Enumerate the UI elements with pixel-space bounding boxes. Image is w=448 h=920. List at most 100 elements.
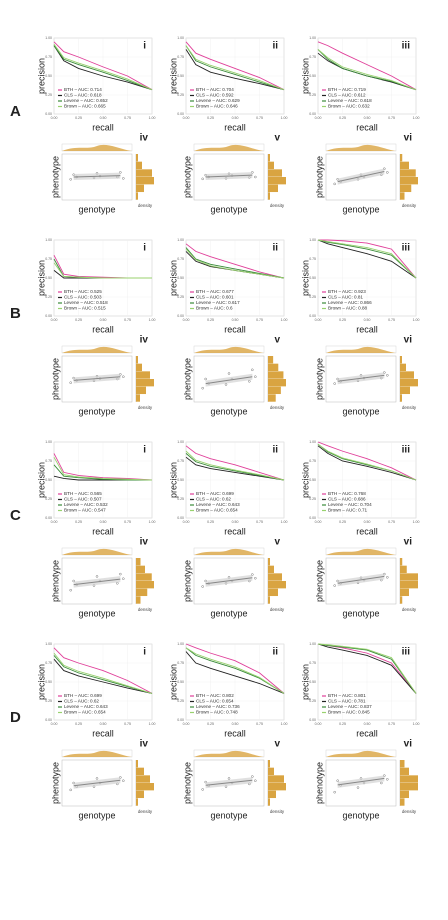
y-tick-label: 1.00 [309, 440, 316, 444]
pr-curve [53, 43, 153, 91]
y-tick-label: 0.00 [177, 516, 184, 520]
density-bar [268, 394, 276, 402]
y-axis-label: phenotype [50, 560, 60, 602]
pr-curve [53, 655, 153, 694]
x-tick-label: 0.00 [51, 116, 58, 120]
legend-label: CLS – AUC: 0.601 [196, 295, 234, 300]
y-tick-label: 0.75 [177, 661, 184, 665]
y-axis-label: phenotype [50, 156, 60, 198]
y-axis-label: phenotype [50, 358, 60, 400]
x-tick-label: 0.75 [124, 520, 131, 524]
scatter-point [254, 375, 257, 378]
scatter-point [69, 589, 72, 592]
y-axis-label: precision [36, 260, 46, 296]
density-label: density [270, 809, 285, 814]
density-bar [400, 154, 403, 162]
pr-curve [53, 45, 153, 91]
density-bar [400, 371, 414, 379]
y-tick-label: 0.25 [177, 699, 184, 703]
x-tick-label: 0.75 [256, 116, 263, 120]
x-axis-label: genotype [210, 204, 247, 214]
x-tick-label: 0.50 [232, 318, 239, 322]
pr-curve [318, 239, 417, 279]
density-label: density [270, 405, 285, 410]
scatter-point [356, 786, 360, 789]
pr-curve [317, 49, 417, 91]
legend-label: BTH – AUC: 0.565 [64, 491, 102, 496]
scatter-point [333, 382, 336, 385]
panel-numeral: i [143, 647, 146, 658]
density-bar [400, 760, 405, 768]
y-tick-label: 0.25 [177, 93, 184, 97]
pr-curve [317, 41, 417, 91]
y-axis-label: precision [300, 462, 310, 498]
y-axis-label: precision [300, 58, 310, 94]
x-tick-label: 0.25 [207, 318, 214, 322]
panel-numeral: ii [272, 41, 278, 52]
y-tick-label: 0.00 [177, 112, 184, 116]
x-tick-label: 0.50 [232, 116, 239, 120]
pr-curve [317, 441, 417, 481]
x-tick-label: 0.25 [75, 318, 82, 322]
pr-curve [317, 643, 417, 694]
scatter-point [69, 788, 72, 792]
y-tick-label: 0.00 [177, 718, 184, 722]
density-bar [268, 783, 286, 791]
y-tick-label: 0.25 [309, 497, 316, 501]
pr-curve [185, 248, 285, 279]
scatter-point [119, 572, 122, 576]
density-bar [400, 394, 402, 402]
y-tick-label: 0.25 [177, 295, 184, 299]
legend-label: Brown – AUC: 0.515 [64, 306, 106, 311]
x-tick-label: 0.50 [364, 318, 371, 322]
top-density [194, 144, 264, 151]
legend-label: Levene – AUC: 0.518 [64, 300, 108, 305]
panel-numeral: ii [272, 647, 278, 658]
pr-curve [53, 45, 153, 91]
trend-line [337, 777, 385, 786]
density-bar [136, 161, 142, 170]
density-bar [136, 363, 142, 372]
y-tick-label: 1.00 [45, 238, 52, 242]
density-bar [400, 596, 403, 604]
scatter-point [201, 387, 204, 390]
x-axis-label: recall [92, 324, 114, 334]
panel-numeral: i [143, 243, 146, 254]
trend-line [337, 374, 385, 382]
y-axis-label: precision [168, 664, 178, 700]
legend-label: Levene – AUC: 0.643 [196, 502, 240, 507]
density-bar [268, 596, 270, 604]
density-bar [136, 558, 141, 566]
y-tick-label: 1.00 [309, 642, 316, 646]
scatter-point [380, 781, 383, 785]
pr-curve [317, 643, 417, 694]
scatter-point [333, 182, 336, 186]
legend-label: CLS – AUC: 0.62 [64, 699, 99, 704]
x-tick-label: 0.25 [339, 520, 346, 524]
pr-curve [53, 658, 153, 694]
y-tick-label: 0.75 [309, 55, 316, 59]
x-tick-label: 0.75 [256, 318, 263, 322]
y-tick-label: 0.75 [309, 661, 316, 665]
x-tick-label: 0.25 [207, 520, 214, 524]
y-tick-label: 0.75 [45, 661, 52, 665]
legend-label: Brown – AUC: 0.632 [328, 104, 370, 109]
panel-numeral: iii [402, 445, 411, 456]
y-tick-label: 0.00 [309, 112, 316, 116]
x-tick-label: 1.00 [281, 318, 288, 322]
x-tick-label: 0.00 [315, 116, 322, 120]
density-bar [136, 783, 154, 791]
scatter-point [95, 777, 99, 780]
density-bar [136, 356, 138, 364]
density-bar [268, 588, 278, 597]
panel-numeral: v [274, 133, 280, 144]
pr-curve [53, 262, 152, 279]
y-axis-label: precision [168, 260, 178, 296]
legend-label: Levene – AUC: 0.618 [328, 98, 372, 103]
y-axis-label: phenotype [314, 358, 324, 400]
density-bar [268, 371, 284, 379]
legend-label: BTH – AUC: 0.923 [328, 289, 366, 294]
scatter-point [336, 779, 339, 782]
x-axis-label: recall [92, 728, 114, 738]
